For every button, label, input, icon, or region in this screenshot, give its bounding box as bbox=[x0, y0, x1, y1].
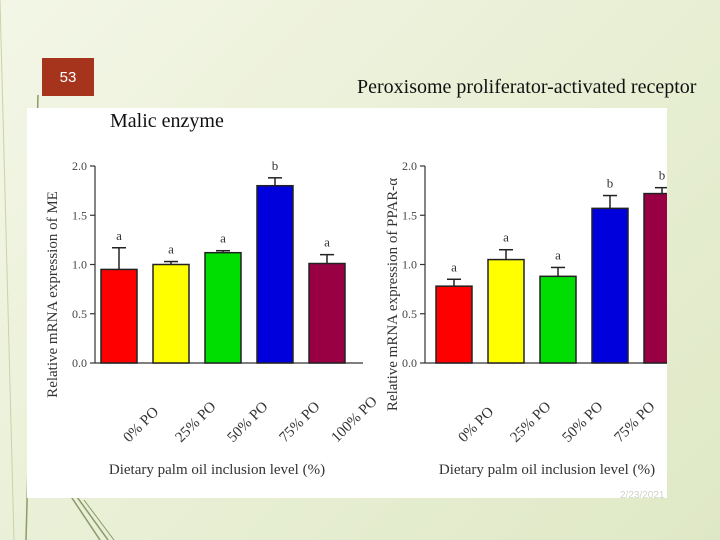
y-tick-label: 1.5 bbox=[72, 208, 87, 222]
x-tick-label: 50% PO bbox=[560, 399, 607, 446]
me-title: Malic enzyme bbox=[110, 110, 224, 132]
y-tick-label: 1.0 bbox=[402, 258, 417, 272]
bar bbox=[643, 192, 681, 364]
significance-label: a bbox=[555, 247, 561, 262]
y-tick-label: 2.0 bbox=[402, 159, 417, 173]
slide-date: 2/23/2021 bbox=[620, 490, 665, 501]
x-tick-label: 0% PO bbox=[456, 404, 498, 446]
bar bbox=[204, 251, 242, 364]
x-tick-label: 75% PO bbox=[277, 399, 324, 446]
x-axis-label: Dietary palm oil inclusion level (%) bbox=[439, 462, 655, 478]
significance-label: a bbox=[220, 231, 226, 246]
y-tick-label: 1.0 bbox=[72, 258, 87, 272]
bar bbox=[308, 262, 346, 364]
significance-label: a bbox=[116, 228, 122, 243]
bar bbox=[435, 285, 473, 364]
significance-label: a bbox=[451, 259, 457, 274]
ppar-title: Peroxisome proliferator-activated recept… bbox=[357, 76, 697, 98]
slide-number: 53 bbox=[42, 58, 94, 96]
bar bbox=[256, 184, 294, 364]
figure-panel: 0.0 0.5 1.0 1.5 2.0 Relative mRNA expression … bbox=[27, 108, 716, 498]
x-tick-label: 75% PO bbox=[612, 399, 659, 446]
significance-label: a bbox=[324, 235, 330, 250]
significance-label: b bbox=[607, 176, 614, 191]
bar bbox=[487, 258, 525, 364]
significance-label: a bbox=[168, 242, 174, 257]
bar bbox=[539, 275, 577, 364]
x-axis-label: Dietary palm oil inclusion level (%) bbox=[109, 462, 325, 478]
bar bbox=[591, 207, 629, 364]
y-axis-label: Relative mRNA expression of PPAR-α bbox=[385, 178, 401, 411]
x-tick-label: 25% PO bbox=[173, 399, 220, 446]
y-tick-label: 0.5 bbox=[402, 307, 417, 321]
y-tick-label: 2.0 bbox=[72, 159, 87, 173]
y-tick-label: 0.5 bbox=[72, 307, 87, 321]
x-tick-label: 25% PO bbox=[508, 399, 555, 446]
significance-label: b bbox=[659, 168, 666, 183]
bar bbox=[100, 268, 138, 364]
y-tick-label: 0.0 bbox=[402, 356, 417, 370]
y-tick-label: 0.0 bbox=[72, 356, 87, 370]
significance-label: b bbox=[272, 158, 279, 173]
x-tick-label: 0% PO bbox=[121, 404, 163, 446]
bar bbox=[152, 263, 190, 364]
x-tick-label: 100% PO bbox=[664, 393, 667, 445]
y-tick-label: 1.5 bbox=[402, 208, 417, 222]
y-axis-label: Relative mRNA expression of ME bbox=[45, 191, 61, 398]
significance-label: a bbox=[503, 230, 509, 245]
x-tick-label: 50% PO bbox=[225, 399, 272, 446]
x-tick-label: 100% PO bbox=[329, 393, 381, 445]
